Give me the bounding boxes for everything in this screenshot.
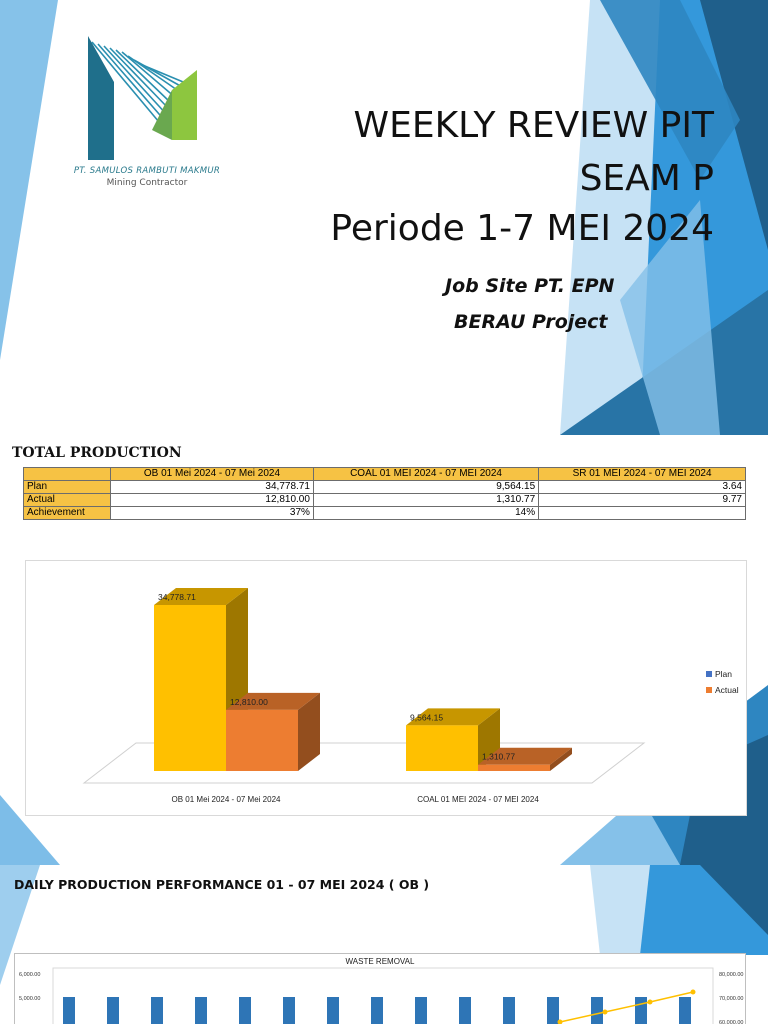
table-cell: 37% bbox=[110, 506, 314, 520]
legend-swatch bbox=[706, 671, 712, 677]
table-cell: 1,310.77 bbox=[312, 493, 540, 507]
logo-company-name: PT. SAMULOS RAMBUTI MAKMUR bbox=[73, 166, 221, 176]
title-line-1: WEEKLY REVIEW PIT bbox=[353, 105, 714, 146]
table-cell: 9.77 bbox=[538, 493, 746, 507]
bar-top bbox=[226, 692, 320, 710]
y2-tick-label: 70,000.00 bbox=[719, 996, 743, 1002]
table-header-cell bbox=[23, 467, 111, 481]
bar bbox=[459, 997, 471, 1024]
total-production-slide: TOTAL PRODUCTION OB 01 Mei 2024 - 07 Mei… bbox=[0, 435, 768, 865]
bar-actual bbox=[478, 764, 550, 771]
title-slide: PT. SAMULOS RAMBUTI MAKMUR Mining Contra… bbox=[0, 0, 768, 435]
data-label: 12,810.00 bbox=[230, 697, 268, 707]
x-tick-label: COAL 01 MEI 2024 - 07 MEI 2024 bbox=[417, 795, 539, 804]
bar bbox=[239, 997, 251, 1024]
table-cell: 12,810.00 bbox=[110, 493, 314, 507]
table-header-cell: SR 01 MEI 2024 - 07 MEI 2024 bbox=[538, 467, 746, 481]
bar bbox=[63, 997, 75, 1024]
subtitle-job-site: Job Site PT. EPN bbox=[445, 275, 615, 297]
production-bar-chart: 34,778.71 12,810.00 OB 01 Mei 2024 - 07 Me… bbox=[82, 588, 739, 804]
legend-label: Plan bbox=[715, 669, 732, 679]
table-row: Actual 12,810.00 1,310.77 9.77 bbox=[23, 493, 746, 507]
company-logo: PT. SAMULOS RAMBUTI MAKMUR Mining Contra… bbox=[52, 30, 242, 190]
table-header-row: OB 01 Mei 2024 - 07 Mei 2024 COAL 01 MEI… bbox=[23, 467, 746, 481]
bar-actual bbox=[226, 709, 298, 771]
y2-tick-label: 60,000.00 bbox=[719, 1020, 743, 1024]
table-cell bbox=[538, 506, 746, 520]
data-label: 9,564.15 bbox=[410, 712, 443, 722]
bar bbox=[327, 997, 339, 1024]
logo-tagline: Mining Contractor bbox=[106, 178, 188, 188]
line-point bbox=[690, 989, 696, 995]
bar bbox=[107, 997, 119, 1024]
y2-tick-label: 80,000.00 bbox=[719, 972, 743, 978]
chart-floor bbox=[82, 742, 646, 784]
line-point bbox=[602, 1009, 608, 1015]
table-header-cell: COAL 01 MEI 2024 - 07 MEI 2024 bbox=[312, 467, 540, 481]
bar bbox=[151, 997, 163, 1024]
bar bbox=[679, 997, 691, 1024]
table-cell: 34,778.71 bbox=[110, 480, 314, 494]
production-chart: 34,778.71 12,810.00 OB 01 Mei 2024 - 07 Me… bbox=[25, 560, 747, 816]
subtitle-project: BERAU Project bbox=[454, 311, 608, 333]
bar-top bbox=[154, 588, 248, 605]
x-tick-label: OB 01 Mei 2024 - 07 Mei 2024 bbox=[172, 795, 282, 804]
bar bbox=[371, 997, 383, 1024]
bar-top bbox=[478, 747, 572, 765]
waste-removal-chart: WASTE REMOVAL 6,000.00 5,000.00 80,000.00 70… bbox=[14, 953, 746, 1024]
y-tick-label: 6,000.00 bbox=[19, 972, 40, 978]
waste-removal-chart-svg: WASTE REMOVAL 6,000.00 5,000.00 80,000.00 70… bbox=[19, 957, 743, 1024]
bar bbox=[635, 997, 647, 1024]
row-label: Actual bbox=[23, 493, 111, 507]
line-point bbox=[647, 999, 653, 1005]
y-tick-label: 5,000.00 bbox=[19, 996, 40, 1002]
bar-side bbox=[550, 747, 572, 771]
row-label: Plan bbox=[23, 480, 111, 494]
bar bbox=[547, 997, 559, 1024]
cumulative-line bbox=[559, 991, 694, 1023]
bar bbox=[415, 997, 427, 1024]
production-table: OB 01 Mei 2024 - 07 Mei 2024 COAL 01 MEI… bbox=[23, 467, 746, 520]
bar-side bbox=[298, 692, 320, 771]
bar-plan bbox=[406, 725, 478, 771]
title-line-3: Periode 1-7 MEI 2024 bbox=[330, 208, 714, 249]
table-cell: 3.64 bbox=[538, 480, 746, 494]
bar bbox=[195, 997, 207, 1024]
slide-decoration bbox=[0, 865, 768, 985]
table-header-cell: OB 01 Mei 2024 - 07 Mei 2024 bbox=[110, 467, 314, 481]
row-label: Achievement bbox=[23, 506, 111, 520]
bar bbox=[591, 997, 603, 1024]
legend-swatch bbox=[706, 687, 712, 693]
table-row: Plan 34,778.71 9,564.15 3.64 bbox=[23, 480, 746, 494]
chart-title: WASTE REMOVAL bbox=[346, 957, 415, 966]
bar-top bbox=[406, 708, 500, 726]
bar-plan bbox=[154, 605, 226, 771]
table-cell: 9,564.15 bbox=[312, 480, 540, 494]
slide-decoration bbox=[0, 0, 768, 435]
data-label: 1,310.77 bbox=[482, 752, 515, 762]
section-title: DAILY PRODUCTION PERFORMANCE 01 - 07 MEI… bbox=[14, 877, 430, 892]
data-label: 34,778.71 bbox=[158, 592, 196, 602]
bar bbox=[283, 997, 295, 1024]
line-point bbox=[557, 1019, 563, 1024]
table-row: Achievement 37% 14% bbox=[23, 506, 746, 520]
table-cell: 14% bbox=[312, 506, 540, 520]
logo-mark-icon bbox=[88, 36, 197, 160]
plot-area bbox=[52, 967, 714, 1024]
section-title: TOTAL PRODUCTION bbox=[12, 445, 182, 461]
title-line-2: SEAM P bbox=[579, 158, 714, 199]
bar bbox=[503, 997, 515, 1024]
daily-performance-slide: DAILY PRODUCTION PERFORMANCE 01 - 07 MEI… bbox=[0, 865, 768, 1024]
legend-label: Actual bbox=[715, 685, 739, 695]
